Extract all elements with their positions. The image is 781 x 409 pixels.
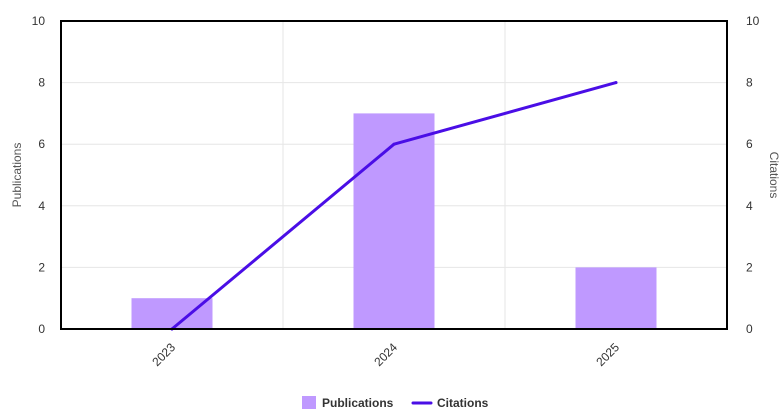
legend-label-citations: Citations	[437, 396, 489, 409]
x-tick-label: 2025	[593, 340, 622, 369]
y2-tick-label: 8	[746, 76, 753, 90]
bars	[131, 113, 657, 330]
x-tick-label: 2024	[371, 340, 400, 369]
bar-2023[interactable]	[131, 298, 213, 329]
y-tick-label: 4	[38, 199, 45, 213]
bar-2024[interactable]	[353, 113, 435, 330]
x-tick-label: 2023	[149, 340, 178, 369]
citations-point-2025[interactable]	[614, 81, 618, 85]
y-axis-title: Publications	[10, 143, 24, 208]
legend-swatch-publications	[302, 396, 316, 409]
y2-tick-label: 2	[746, 260, 753, 274]
bar-2025[interactable]	[575, 267, 657, 329]
legend: Publications Citations	[302, 396, 489, 409]
legend-item-publications[interactable]: Publications	[302, 396, 394, 409]
y-tick-label: 6	[38, 137, 45, 151]
y2-axis-title: Citations	[767, 152, 781, 199]
y-tick-label: 0	[38, 322, 45, 336]
y-tick-label: 10	[32, 14, 46, 28]
y-tick-label: 8	[38, 76, 45, 90]
x-axis-ticks: 2023 2024 2025	[149, 340, 622, 369]
legend-item-citations[interactable]: Citations	[411, 396, 489, 409]
plot-frame	[60, 20, 728, 330]
y-tick-label: 2	[38, 260, 45, 274]
y2-tick-label: 10	[746, 14, 760, 28]
y2-tick-label: 6	[746, 137, 753, 151]
y2-tick-label: 0	[746, 322, 753, 336]
left-axis-ticks: 0 2 4 6 8 10	[32, 14, 46, 336]
right-axis-ticks: 0 2 4 6 8 10	[746, 14, 760, 336]
citations-point-2024[interactable]	[392, 142, 396, 146]
y2-tick-label: 4	[746, 199, 753, 213]
legend-label-publications: Publications	[322, 396, 394, 409]
